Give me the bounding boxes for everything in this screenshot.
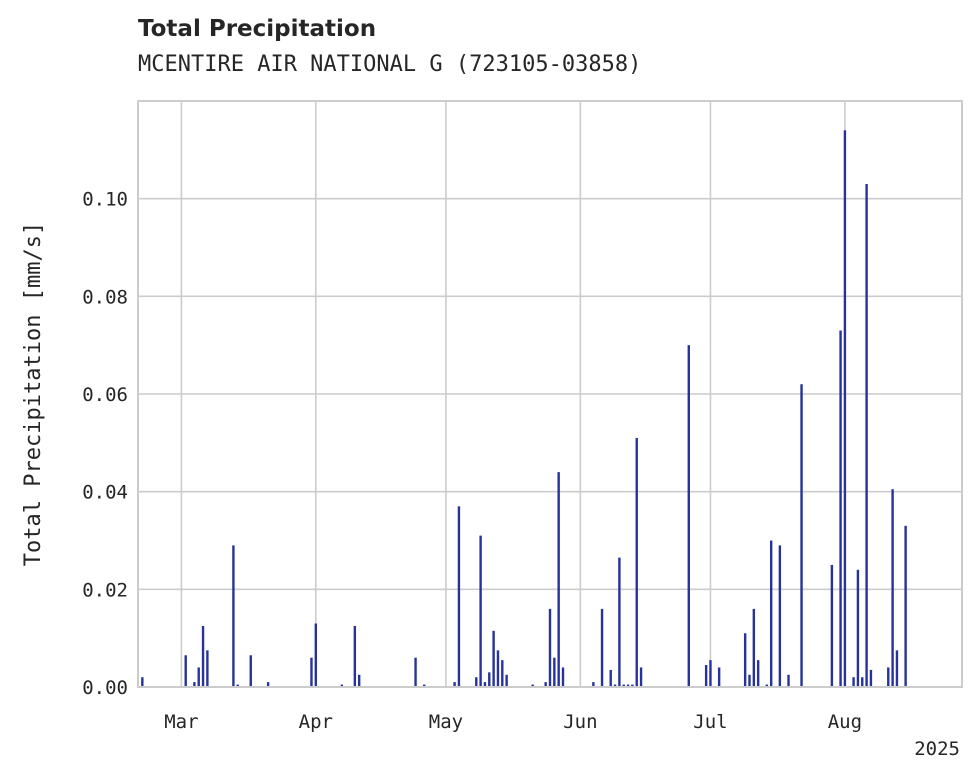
precip-bar <box>904 525 907 687</box>
precip-bar <box>618 557 621 687</box>
precip-bar <box>622 684 625 687</box>
precip-bar <box>496 650 500 688</box>
precip-bar <box>184 655 187 687</box>
precip-bar <box>479 535 482 687</box>
precip-bar <box>861 677 864 687</box>
precip-bar <box>310 657 313 687</box>
precip-bar <box>201 625 205 687</box>
precip-bar <box>600 608 604 687</box>
precip-bar <box>357 674 361 687</box>
precip-bar <box>249 655 252 687</box>
plot-frame <box>137 100 963 688</box>
precip-bar <box>895 650 899 688</box>
precip-bar <box>453 682 456 687</box>
y-axis-label: Total Precipitation [mm/s] <box>21 222 46 566</box>
x-tick-labels: Mar Apr May Jun Jul Aug <box>164 711 862 733</box>
precip-bar <box>561 667 565 687</box>
precip-bar <box>414 657 417 687</box>
precip-bar <box>423 684 426 687</box>
precip-bar <box>197 667 200 687</box>
precip-bar <box>475 677 478 687</box>
precip-bar <box>232 545 235 687</box>
precip-bar <box>639 667 643 687</box>
precip-bar <box>865 184 868 687</box>
precip-bar <box>483 682 487 687</box>
precip-bar <box>457 506 461 687</box>
precip-bar <box>869 669 873 687</box>
precip-bar <box>141 677 144 687</box>
precip-bar <box>609 669 612 687</box>
precip-bar <box>613 684 617 687</box>
x-tick-label: Jun <box>563 711 597 733</box>
y-tick-labels: 0.00 0.02 0.04 0.06 0.08 0.10 <box>82 189 128 699</box>
chart-title: Total Precipitation <box>138 16 377 42</box>
precip-bar <box>839 330 842 687</box>
y-tick-label: 0.06 <box>82 384 128 406</box>
precip-bar <box>717 667 721 687</box>
precip-bar <box>531 684 534 687</box>
y-tick-label: 0.02 <box>82 579 128 601</box>
precip-bar <box>787 674 790 687</box>
precip-bar <box>891 489 894 687</box>
precip-bar <box>266 682 270 687</box>
y-tick-label: 0.04 <box>82 482 128 504</box>
x-tick-label: Aug <box>828 711 862 733</box>
precip-bar <box>501 660 504 687</box>
precip-bar <box>743 633 747 687</box>
precip-bar <box>206 650 209 688</box>
precip-bar <box>769 540 773 687</box>
precip-bar <box>687 345 690 687</box>
precip-bar <box>492 630 495 687</box>
precip-bar <box>830 564 834 687</box>
x-tick-label: Apr <box>299 711 333 733</box>
grid-lines <box>138 101 962 688</box>
precip-bar <box>631 684 634 687</box>
bars-group <box>141 130 907 688</box>
chart-subtitle: MCENTIRE AIR NATIONAL G (723105-03858) <box>138 52 642 77</box>
precip-bar <box>852 677 855 687</box>
precip-bar <box>778 545 782 687</box>
precip-bar <box>340 684 344 687</box>
x-tick-label: Jul <box>693 711 727 733</box>
precip-bar <box>748 674 751 687</box>
precip-bar <box>314 623 318 687</box>
precip-bar <box>236 684 239 687</box>
y-tick-label: 0.08 <box>82 286 128 308</box>
precip-bar <box>887 667 890 687</box>
x-tick-label: Mar <box>164 711 198 733</box>
precip-bar <box>756 660 760 687</box>
precip-bar <box>553 657 556 687</box>
precip-bar <box>193 682 196 687</box>
x-tick-label: May <box>429 711 463 733</box>
precip-bar <box>752 608 756 687</box>
precip-bar <box>626 684 630 687</box>
x-offset-label: 2025 <box>914 738 960 760</box>
y-tick-label: 0.00 <box>82 677 128 699</box>
precip-bar <box>353 625 357 687</box>
precip-bar <box>635 437 638 687</box>
precip-bar <box>800 384 803 687</box>
precip-bar <box>709 660 712 687</box>
y-tick-label: 0.10 <box>82 189 128 211</box>
precip-bar <box>548 608 552 687</box>
precip-bar <box>765 684 769 687</box>
precip-bar <box>856 569 860 687</box>
precip-bar <box>704 665 708 687</box>
precip-bar <box>592 682 595 687</box>
precip-bar <box>557 472 560 687</box>
precip-bar <box>843 130 847 688</box>
precip-bar <box>505 674 508 687</box>
precip-bar <box>488 672 491 687</box>
precip-bar <box>544 682 547 687</box>
